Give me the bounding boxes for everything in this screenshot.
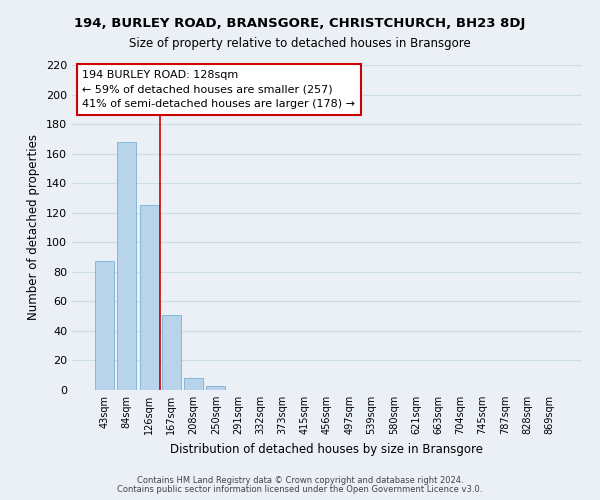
Text: 194 BURLEY ROAD: 128sqm
← 59% of detached houses are smaller (257)
41% of semi-d: 194 BURLEY ROAD: 128sqm ← 59% of detache… xyxy=(82,70,355,110)
Bar xyxy=(162,314,181,390)
X-axis label: Distribution of detached houses by size in Bransgore: Distribution of detached houses by size … xyxy=(170,442,484,456)
Bar xyxy=(140,206,158,390)
Text: 194, BURLEY ROAD, BRANSGORE, CHRISTCHURCH, BH23 8DJ: 194, BURLEY ROAD, BRANSGORE, CHRISTCHURC… xyxy=(74,18,526,30)
Bar xyxy=(184,378,203,390)
Text: Contains HM Land Registry data © Crown copyright and database right 2024.: Contains HM Land Registry data © Crown c… xyxy=(137,476,463,485)
Bar xyxy=(118,142,136,390)
Bar xyxy=(206,386,225,390)
Text: Size of property relative to detached houses in Bransgore: Size of property relative to detached ho… xyxy=(129,38,471,51)
Text: Contains public sector information licensed under the Open Government Licence v3: Contains public sector information licen… xyxy=(118,485,482,494)
Bar xyxy=(95,262,114,390)
Y-axis label: Number of detached properties: Number of detached properties xyxy=(28,134,40,320)
